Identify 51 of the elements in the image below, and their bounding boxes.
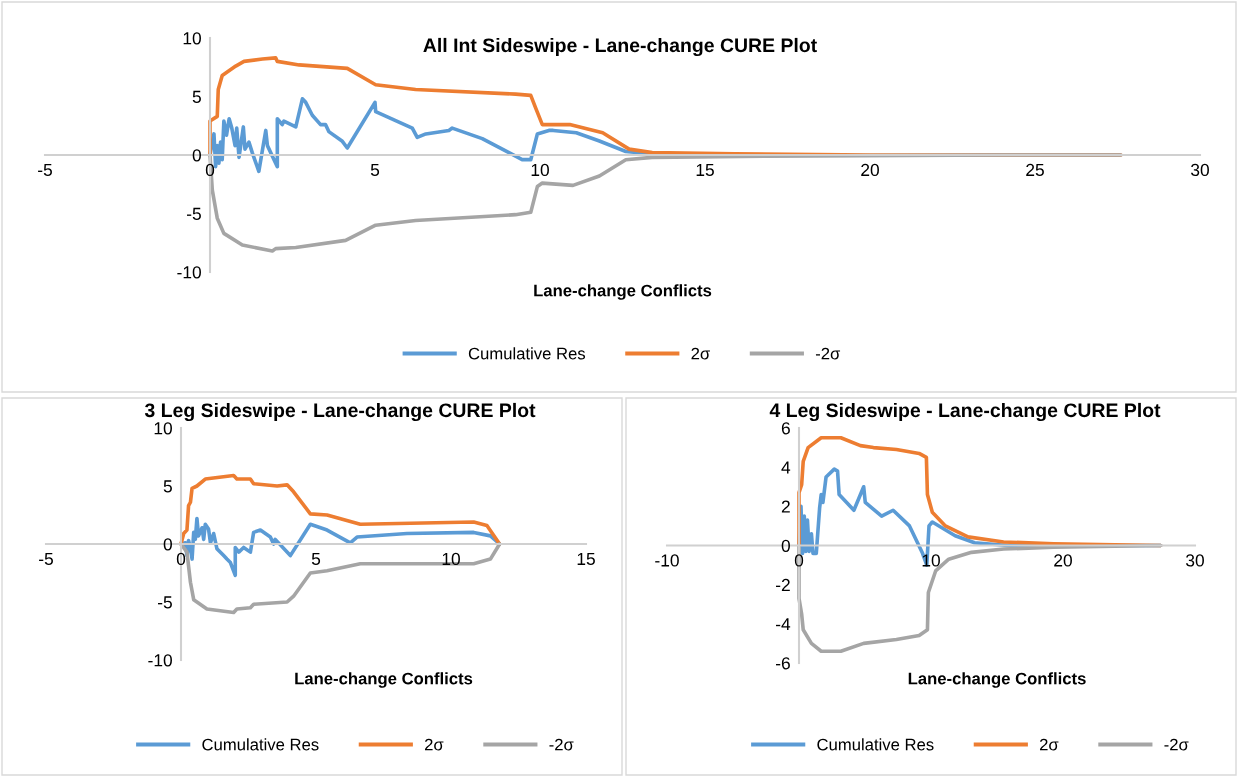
legend-label: 2σ <box>691 347 710 360</box>
y-tick-label: -6 <box>776 657 790 670</box>
legend-label: Cumulative Res <box>817 738 934 751</box>
y-tick-label: 10 <box>154 422 172 435</box>
legend-label: Cumulative Res <box>468 347 586 360</box>
x-tick-label: 0 <box>205 163 215 177</box>
x-tick-label: 5 <box>311 552 321 566</box>
legend-label: -2σ <box>815 347 841 360</box>
x-tick-label: 0 <box>794 554 804 567</box>
x-axis-title: Lane-change Conflicts <box>908 672 1086 688</box>
legend-label: Cumulative Res <box>202 738 319 751</box>
y-tick-label: 5 <box>192 90 201 103</box>
x-axis-title: Lane-change Conflicts <box>295 672 473 688</box>
legend-label: -2σ <box>1164 738 1189 751</box>
x-tick-label: 5 <box>370 163 380 177</box>
y-tick-label: 4 <box>781 461 791 474</box>
line-series <box>179 473 502 546</box>
y-tick-label: 0 <box>163 538 172 551</box>
x-tick-label: -5 <box>38 163 52 177</box>
y-tick-label: 0 <box>192 149 201 162</box>
x-tick-label: 30 <box>1191 163 1209 177</box>
y-tick-label: -5 <box>158 596 172 609</box>
x-tick-label: -10 <box>655 554 679 567</box>
y-tick-label: -10 <box>177 266 201 279</box>
y-tick-label: 0 <box>781 539 790 552</box>
y-tick-label: 6 <box>781 422 790 435</box>
y-tick-label: -10 <box>148 654 172 667</box>
chart-title: All Int Sideswipe - Lane-change CURE Plot <box>423 37 817 57</box>
x-tick-label: 10 <box>531 163 549 177</box>
y-tick-label: -5 <box>187 207 201 220</box>
legend-label: 2σ <box>424 738 444 751</box>
legend-label: 2σ <box>1039 738 1059 751</box>
x-axis-title: Lane-change Conflicts <box>534 284 712 300</box>
line-series <box>208 153 1123 253</box>
x-tick-label: 10 <box>442 552 460 566</box>
x-tick-label: 15 <box>696 163 714 177</box>
y-tick-label: -4 <box>776 618 791 631</box>
y-tick-label: 10 <box>183 32 201 45</box>
y-tick-label: 5 <box>163 480 172 493</box>
x-tick-label: 20 <box>861 163 879 177</box>
chart-title: 3 Leg Sideswipe - Lane-change CURE Plot <box>144 402 536 422</box>
legend-label: -2σ <box>549 738 574 751</box>
x-tick-label: 20 <box>1054 554 1072 567</box>
x-tick-label: 25 <box>1026 163 1044 177</box>
x-tick-label: -5 <box>39 552 53 566</box>
y-tick-label: -2 <box>776 578 790 591</box>
x-tick-label: 30 <box>1186 554 1204 567</box>
y-tick-label: 2 <box>781 500 790 513</box>
chart-title: 4 Leg Sideswipe - Lane-change CURE Plot <box>769 402 1161 422</box>
line-series <box>179 542 502 615</box>
x-tick-label: 15 <box>577 552 595 566</box>
